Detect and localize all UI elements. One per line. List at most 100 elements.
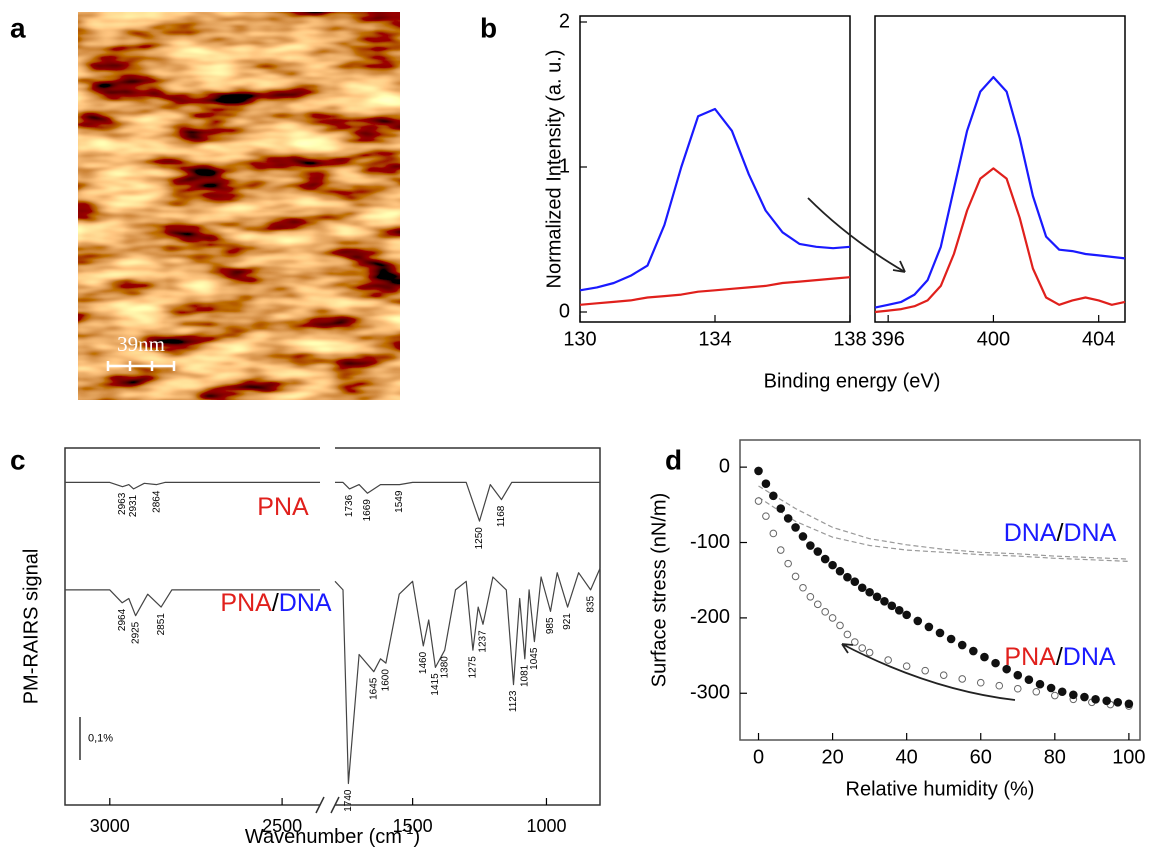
annotation: PNA/DNA — [1004, 643, 1115, 671]
x-tick-label: 138 — [833, 328, 866, 350]
axis-frame — [739, 439, 1141, 741]
data-point — [858, 644, 867, 652]
data-point — [921, 666, 929, 675]
peak-label: 1669 — [362, 499, 373, 522]
data-point — [769, 491, 778, 501]
panel-label: a — [10, 12, 26, 43]
y-tick-label: -300 — [690, 682, 730, 704]
x-tick-label: 40 — [896, 746, 918, 768]
annotation-part: / — [1056, 643, 1063, 671]
data-point — [783, 514, 793, 523]
y-tick-label: 0 — [719, 455, 730, 477]
data-point — [902, 662, 911, 670]
peak-label: 1736 — [344, 494, 355, 517]
data-point — [828, 614, 837, 622]
peak-label: 2864 — [151, 490, 162, 513]
data-point — [813, 547, 823, 556]
annotation-part: / — [1057, 519, 1064, 547]
peak-label: 2964 — [117, 608, 128, 631]
data-point — [865, 648, 874, 657]
data-line — [874, 76, 1126, 309]
x-tick-label: 20 — [821, 746, 843, 768]
panel-label: b — [480, 12, 497, 43]
x-axis-label: Binding energy (eV) — [764, 370, 941, 392]
data-point — [1013, 684, 1022, 693]
peak-label: 2963 — [117, 492, 128, 515]
data-point — [946, 634, 956, 644]
x-tick-label: 396 — [871, 328, 904, 350]
data-point — [1080, 692, 1089, 702]
peak-label: 1415 — [430, 673, 441, 696]
x-axis-label-part: ) — [413, 826, 420, 848]
data-point — [1124, 699, 1134, 709]
x-tick-label: 400 — [977, 328, 1010, 350]
data-point — [980, 652, 989, 662]
data-point — [761, 479, 771, 489]
peak-label: 1081 — [519, 664, 530, 687]
data-point — [995, 681, 1004, 690]
data-point — [969, 646, 978, 656]
y-tick-label: -200 — [690, 606, 730, 628]
data-point — [806, 592, 815, 601]
peak-label: 1250 — [474, 527, 485, 550]
data-point — [791, 523, 800, 532]
x-axis-label: Wavenumber (cm-1) — [245, 822, 420, 848]
data-point — [762, 512, 770, 520]
data-point — [813, 600, 822, 609]
data-point — [843, 630, 852, 639]
peak-label: 1237 — [478, 630, 489, 653]
annotation-part: DNA — [1063, 519, 1116, 547]
annotation: DNA/DNA — [1004, 519, 1117, 547]
data-point — [850, 577, 860, 587]
data-point — [776, 546, 785, 554]
afm-texture — [78, 12, 400, 400]
data-point — [835, 566, 845, 576]
data-line — [579, 107, 851, 292]
peak-label: 1460 — [418, 651, 429, 674]
data-point — [976, 678, 985, 687]
data-line — [579, 276, 851, 306]
data-point — [902, 610, 911, 620]
data-point — [1002, 664, 1011, 674]
x-tick-label: 0 — [753, 746, 764, 768]
x-tick-label: 1500 — [393, 816, 433, 836]
y-tick-label: -100 — [690, 531, 730, 553]
x-tick-label: 80 — [1044, 746, 1066, 768]
arrow — [841, 643, 1016, 701]
x-tick-label: 134 — [698, 328, 731, 350]
y-axis-label: Normalized Intensity (a. u.) — [543, 50, 565, 289]
afm-image: 39nm — [78, 12, 400, 400]
x-tick-label: 100 — [1112, 746, 1145, 768]
peak-label: 1380 — [439, 656, 450, 679]
annotation-part: DNA — [279, 589, 332, 617]
data-point — [843, 572, 852, 582]
data-point — [884, 656, 892, 664]
x-tick-label: 1000 — [526, 816, 566, 836]
data-line — [65, 568, 601, 785]
annotation: PNA/DNA — [220, 589, 331, 617]
peak-label: 1740 — [343, 789, 354, 812]
annotation-part: PNA — [257, 493, 309, 521]
x-axis-label: Relative humidity (%) — [846, 778, 1035, 800]
x-axis-label-part: -1 — [402, 822, 414, 837]
arrow — [807, 197, 906, 273]
data-point — [865, 587, 874, 597]
data-point — [1035, 679, 1045, 689]
data-point — [851, 638, 859, 646]
data-point — [754, 497, 763, 505]
peak-label: 1045 — [529, 647, 540, 670]
data-line — [758, 496, 1129, 562]
y-tick-label: 2 — [559, 10, 570, 32]
data-point — [828, 560, 837, 570]
x-tick-label: 60 — [970, 746, 992, 768]
data-point — [1051, 691, 1059, 700]
peak-label: 2925 — [130, 621, 141, 644]
peak-label: 985 — [545, 617, 556, 634]
annotation-part: DNA — [1004, 519, 1057, 547]
data-point — [939, 671, 948, 679]
data-point — [1046, 683, 1056, 693]
peak-label: 1645 — [368, 677, 379, 700]
data-line — [65, 481, 600, 522]
data-point — [913, 616, 923, 626]
